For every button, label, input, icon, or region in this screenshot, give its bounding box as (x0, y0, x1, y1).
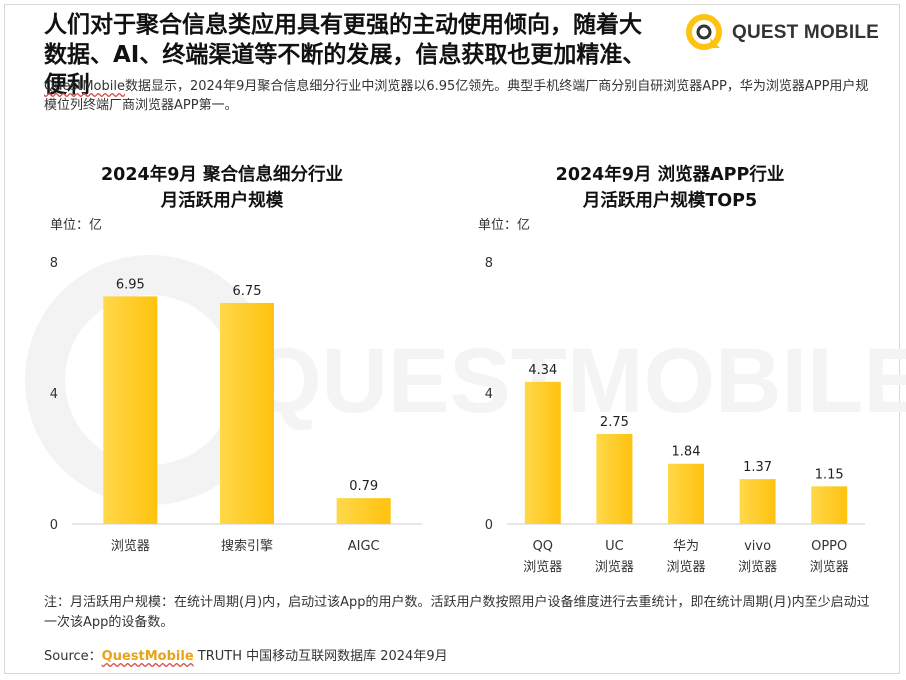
chart2-bar (524, 381, 561, 524)
summary-text: QuestMobile数据显示，2024年9月聚合信息细分行业中浏览器以6.95… (44, 77, 874, 115)
chart2-bar (668, 463, 704, 524)
chart2-title: 2024年9月 浏览器APP行业 月活跃用户规模TOP5 (500, 162, 840, 214)
chart2-ytick-label: 4 (485, 387, 493, 402)
questmobile-logo: QUEST MOBILE (684, 12, 879, 56)
chart2-category-label: 华为 (673, 539, 699, 554)
chart1-category-label: 浏览器 (111, 538, 150, 554)
source-brand: QuestMobile (101, 649, 194, 664)
chart2-plot: 0 4 8 4.34 QQ 浏览器 2.75 UC 浏览器 1.84 华为浏览器 1.37 vivo 浏览… (485, 256, 865, 575)
chart1-ytick-label: 8 (50, 256, 58, 271)
questmobile-logo-icon (686, 14, 722, 50)
chart1-value-label: 6.95 (116, 277, 145, 292)
chart1-plot: 0 4 8 6.95 浏览器 6.75 搜索引擎 0.79 AIGC (50, 256, 422, 554)
summary-brand: QuestMobile (44, 79, 125, 94)
chart2-category-label: QQ (533, 539, 553, 554)
chart1-category-label: 搜索引擎 (221, 539, 273, 554)
chart2-ytick-label: 0 (485, 518, 493, 533)
chart1-value-label: 0.79 (349, 479, 378, 494)
chart1-title: 2024年9月 聚合信息细分行业 月活跃用户规模 (52, 162, 392, 214)
chart1-title-line2: 月活跃用户规模 (160, 191, 284, 211)
logo-text: QUEST MOBILE (732, 22, 880, 43)
chart2-bar (739, 479, 776, 524)
chart2-category-label: 浏览器 (595, 559, 634, 575)
chart1-bar (103, 296, 158, 524)
source-line: Source：QuestMobile TRUTH 中国移动互联网数据库 2024… (44, 645, 448, 664)
chart1-unit: 单位：亿 (50, 218, 103, 233)
footnote: 注：月活跃用户规模：在统计周期(月)内，启动过该App的用户数。活跃用户数按照用… (44, 595, 870, 630)
chart2-category-label: UC (605, 539, 624, 554)
chart1-ytick-label: 4 (50, 387, 58, 402)
chart2-bar (596, 433, 633, 524)
chart1-title-line1: 2024年9月 聚合信息细分行业 (101, 165, 343, 185)
chart2-category-label: 浏览器 (810, 559, 849, 575)
chart2-bar (811, 486, 848, 524)
slide-frame (4, 4, 900, 674)
chart2-category-label: vivo (744, 539, 771, 554)
chart2-ytick-label: 8 (485, 256, 493, 271)
source-label: Source： (44, 649, 102, 664)
chart1-category-label: AIGC (348, 539, 380, 554)
chart2-value-label: 1.37 (743, 460, 772, 475)
chart2-category-label: 浏览器 (523, 559, 562, 575)
chart2-value-label: 1.84 (672, 445, 701, 460)
chart1-ytick-label: 0 (50, 518, 58, 533)
chart2-category-label: OPPO (811, 539, 847, 554)
page-headline: 人们对于聚合信息类应用具有更强的主动使用倾向，随着大数据、AI、终端渠道等不断的… (44, 12, 646, 98)
chart2-value-label: 2.75 (600, 415, 629, 430)
chart2-value-label: 4.34 (528, 363, 557, 378)
chart2-title-line1: 2024年9月 浏览器APP行业 (555, 165, 785, 185)
summary-body: 数据显示，2024年9月聚合信息细分行业中浏览器以6.95亿领先。典型手机终端厂… (44, 79, 869, 113)
chart1-bar (220, 302, 274, 524)
chart1-bar (336, 498, 391, 524)
chart2-category-label: 浏览器 (738, 559, 777, 575)
chart2-title-line2: 月活跃用户规模TOP5 (582, 191, 758, 211)
chart2-category-label: 浏览器 (666, 559, 705, 575)
source-text: TRUTH 中国移动互联网数据库 2024年9月 (193, 649, 448, 664)
chart2-value-label: 1.15 (815, 467, 844, 482)
chart2-unit: 单位：亿 (478, 218, 531, 233)
chart1-value-label: 6.75 (233, 284, 262, 299)
